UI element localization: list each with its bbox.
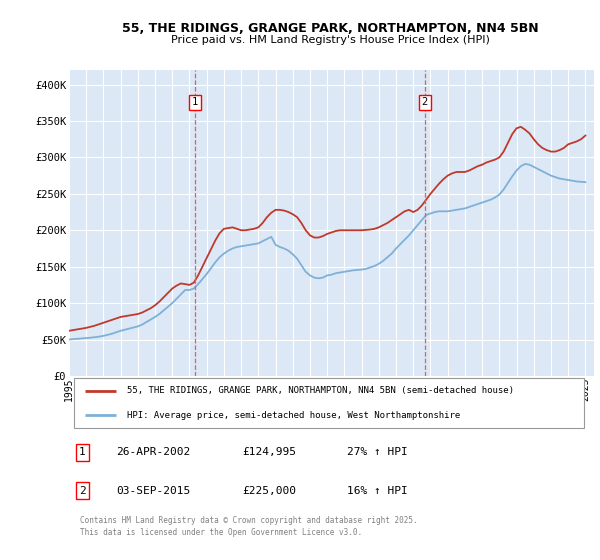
- Text: Contains HM Land Registry data © Crown copyright and database right 2025.
This d: Contains HM Land Registry data © Crown c…: [79, 516, 417, 537]
- Text: 55, THE RIDINGS, GRANGE PARK, NORTHAMPTON, NN4 5BN: 55, THE RIDINGS, GRANGE PARK, NORTHAMPTO…: [122, 22, 538, 35]
- Text: 1: 1: [192, 97, 198, 107]
- Text: 03-SEP-2015: 03-SEP-2015: [116, 486, 191, 496]
- Text: 1: 1: [79, 447, 86, 458]
- Text: 27% ↑ HPI: 27% ↑ HPI: [347, 447, 408, 458]
- Text: £225,000: £225,000: [242, 486, 296, 496]
- Text: £124,995: £124,995: [242, 447, 296, 458]
- Text: 16% ↑ HPI: 16% ↑ HPI: [347, 486, 408, 496]
- Text: Price paid vs. HM Land Registry's House Price Index (HPI): Price paid vs. HM Land Registry's House …: [170, 35, 490, 45]
- Text: 55, THE RIDINGS, GRANGE PARK, NORTHAMPTON, NN4 5BN (semi-detached house): 55, THE RIDINGS, GRANGE PARK, NORTHAMPTO…: [127, 386, 514, 395]
- FancyBboxPatch shape: [74, 378, 583, 428]
- Text: HPI: Average price, semi-detached house, West Northamptonshire: HPI: Average price, semi-detached house,…: [127, 411, 460, 420]
- Text: 2: 2: [422, 97, 428, 107]
- Text: 26-APR-2002: 26-APR-2002: [116, 447, 191, 458]
- Text: 2: 2: [79, 486, 86, 496]
